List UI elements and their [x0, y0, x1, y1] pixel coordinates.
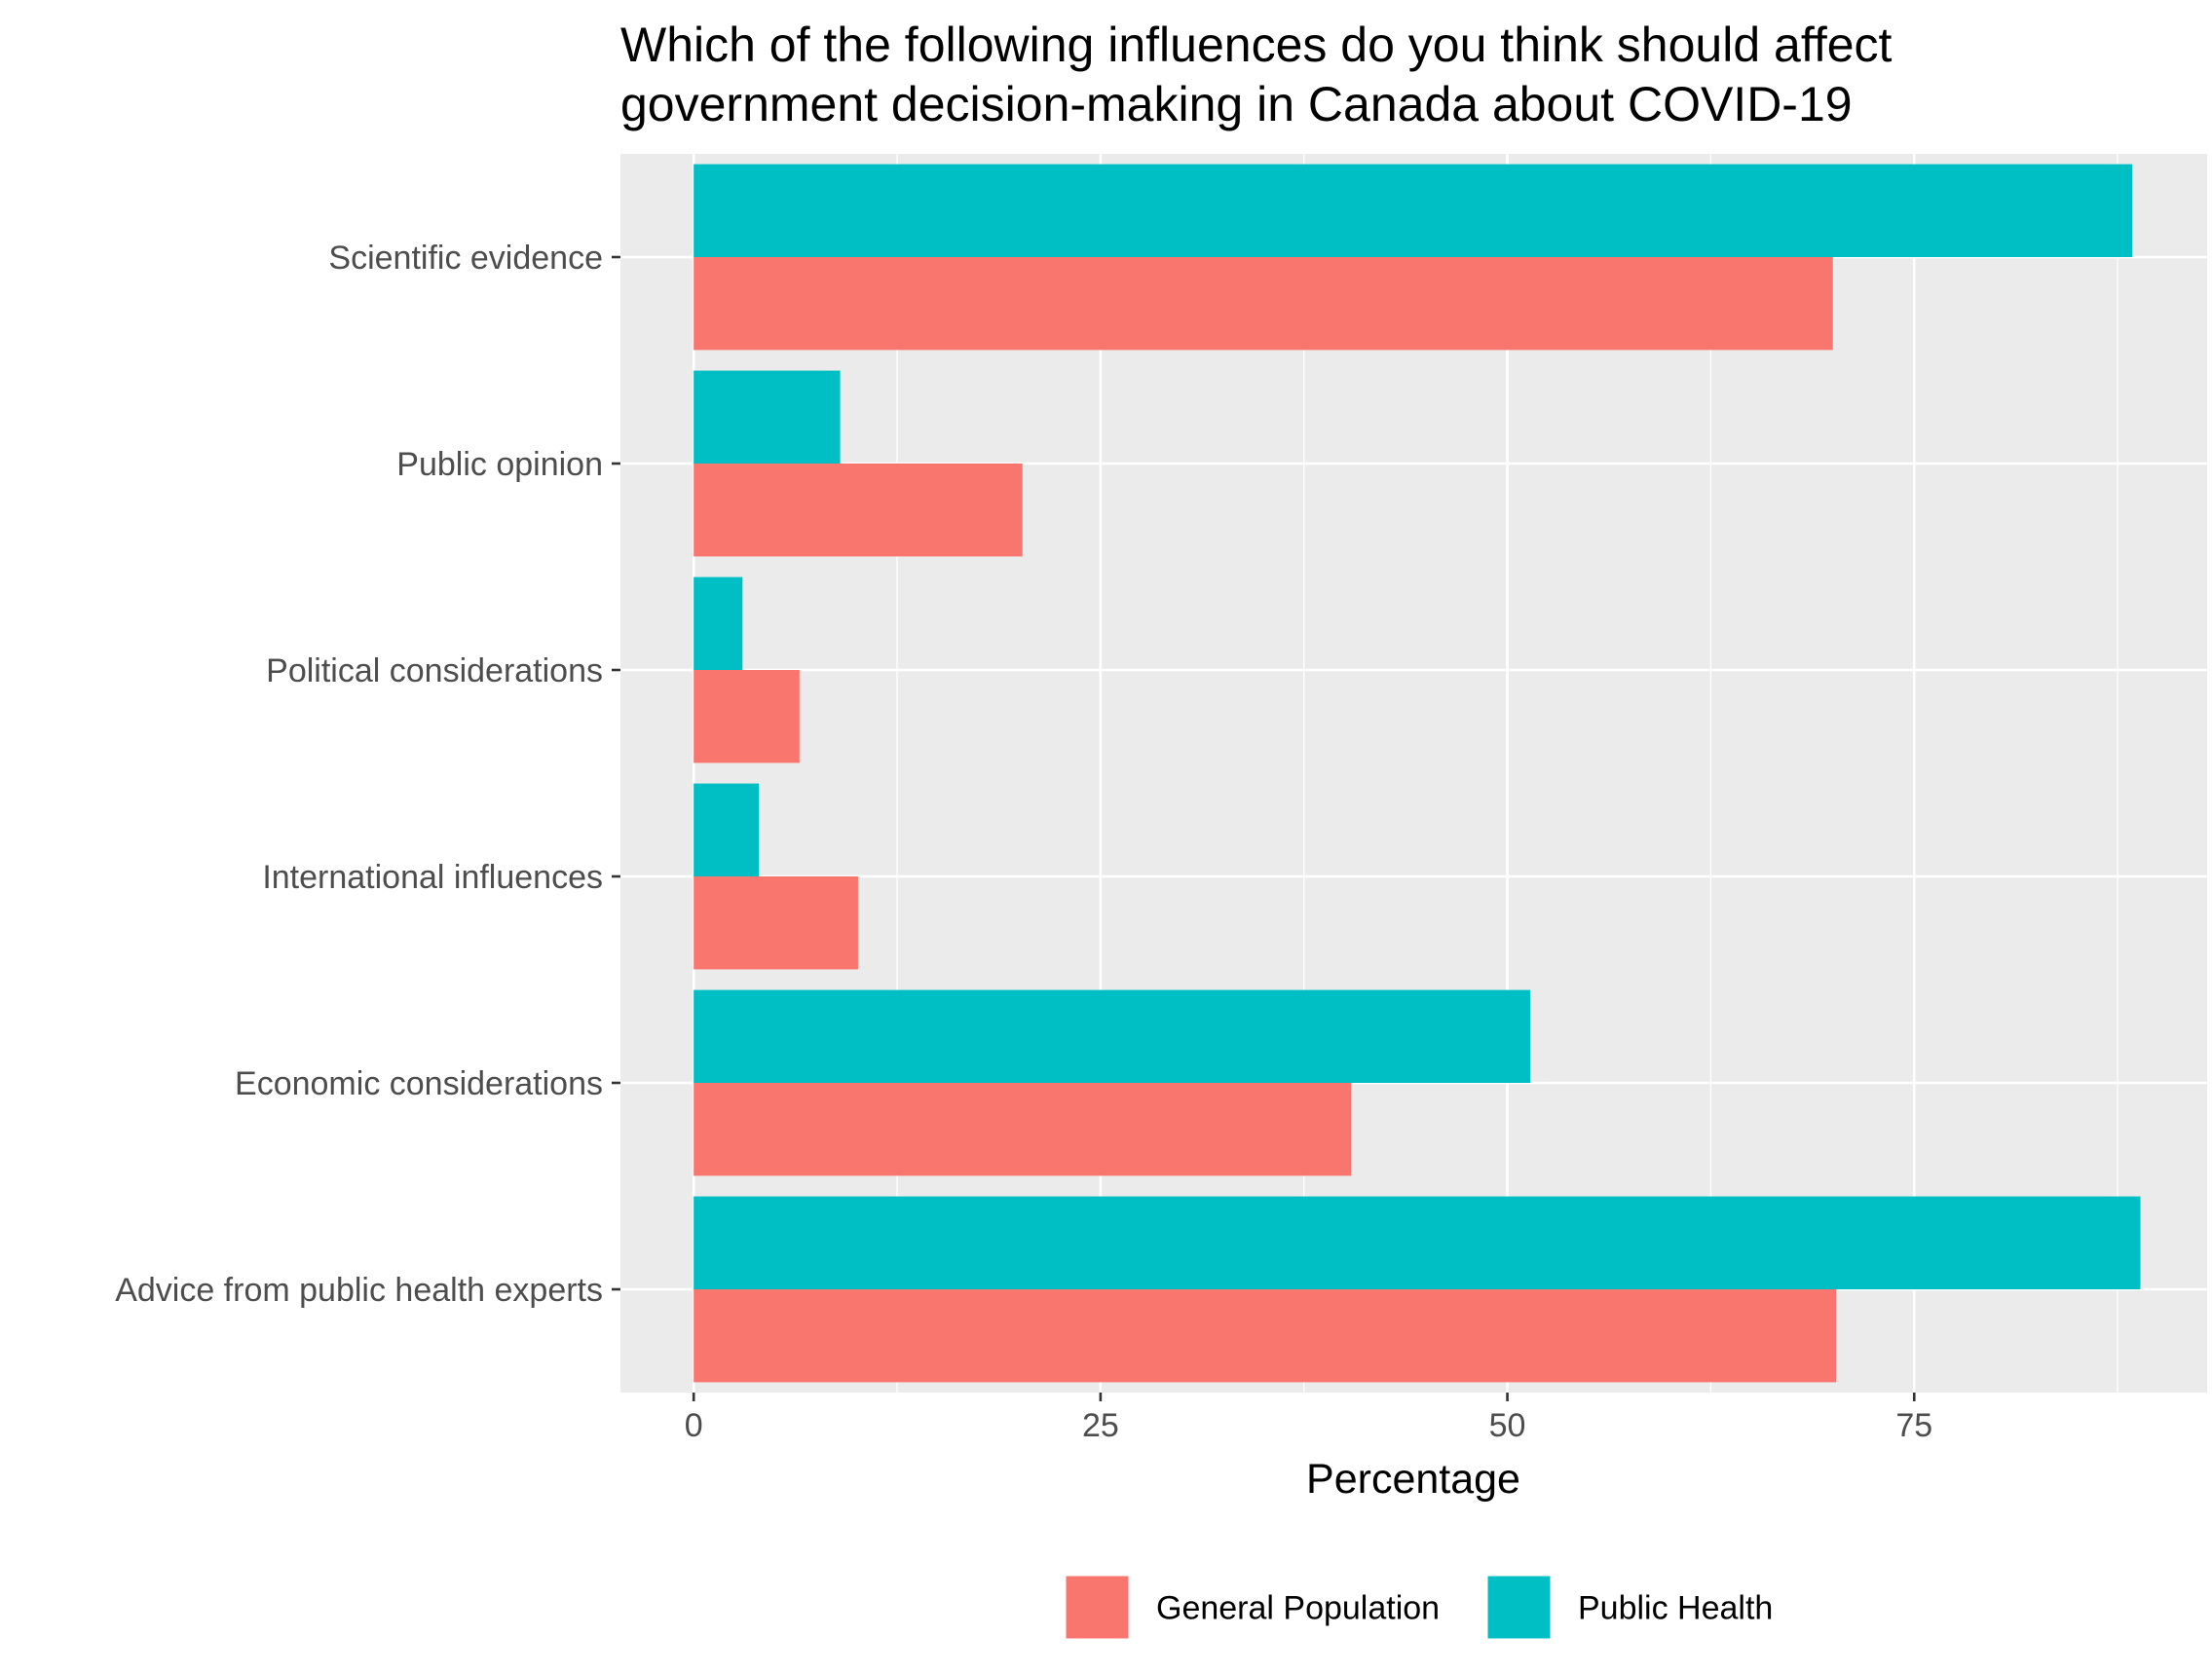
x-axis: 0 25 50 75	[685, 1393, 1932, 1444]
bar-general-population	[694, 257, 1833, 351]
category-label: Public opinion	[396, 446, 603, 483]
plot-panel	[620, 154, 2207, 1393]
legend-key	[1484, 1573, 1554, 1642]
chart-title-line-2: government decision-making in Canada abo…	[620, 77, 1853, 131]
x-axis-title: Percentage	[1306, 1456, 1520, 1503]
bar-general-population	[694, 1289, 1837, 1383]
legend-label: Public Health	[1578, 1590, 1773, 1627]
x-tick-label: 75	[1895, 1407, 1932, 1444]
bar-public-health	[694, 576, 743, 670]
bar-public-health	[694, 783, 760, 876]
x-tick-label: 50	[1489, 1407, 1526, 1444]
bar-general-population	[694, 1083, 1352, 1176]
bar-general-population	[694, 876, 858, 970]
category-label: Political considerations	[266, 652, 603, 689]
y-axis: Scientific evidence Public opinion Politic…	[115, 240, 620, 1309]
category-label: Advice from public health experts	[115, 1272, 603, 1309]
bar-general-population	[694, 464, 1023, 557]
category-label: International influences	[262, 859, 603, 896]
bars	[694, 164, 2141, 1383]
legend-key	[1063, 1573, 1132, 1642]
bar-public-health	[694, 1196, 2141, 1289]
chart-title-line-1: Which of the following influences do you…	[620, 18, 1893, 72]
x-tick-label: 0	[685, 1407, 703, 1444]
legend: General Population Public Health	[1063, 1573, 1773, 1642]
bar-public-health	[694, 989, 1530, 1083]
bar-public-health	[694, 370, 841, 464]
legend-label: General Population	[1156, 1590, 1440, 1627]
category-label: Scientific evidence	[328, 240, 603, 277]
bar-general-population	[694, 670, 800, 763]
x-tick-label: 25	[1082, 1407, 1119, 1444]
bar-public-health	[694, 164, 2133, 257]
category-label: Economic considerations	[235, 1065, 603, 1102]
